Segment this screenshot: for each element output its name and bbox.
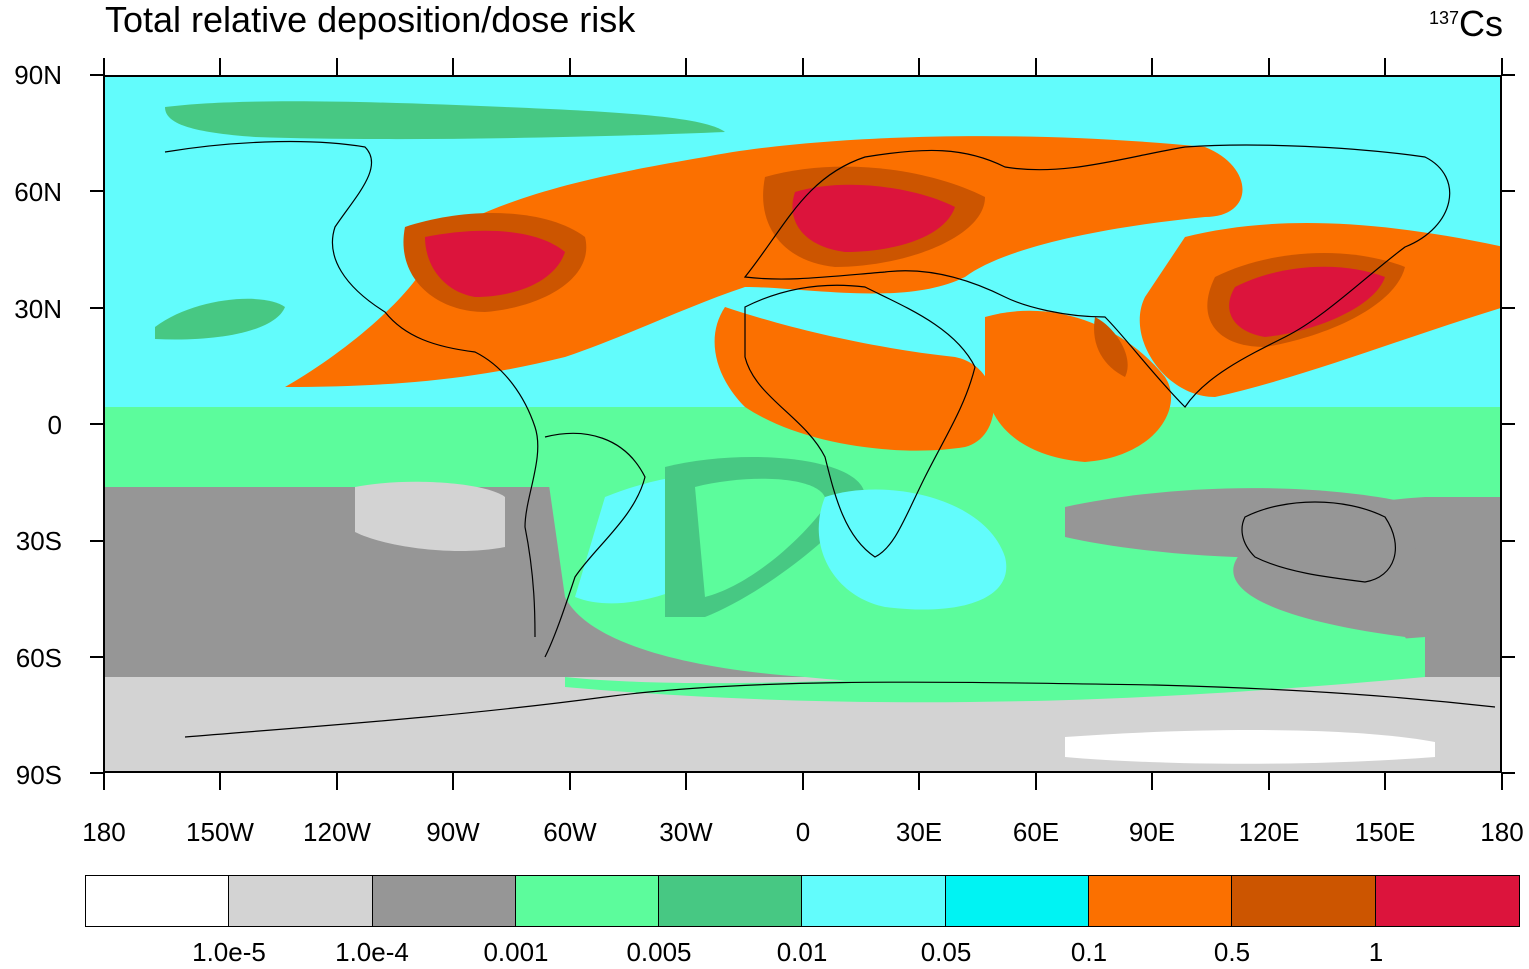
isotope-mass-number: 137 [1428, 8, 1459, 28]
lon-label-180w: 180 [82, 817, 126, 847]
map-title: Total relative deposition/dose risk [105, 0, 636, 40]
colorbar [85, 875, 1520, 927]
colorbar-bin-6 [945, 876, 1090, 926]
americas-coastline [164, 140, 539, 638]
arctic-green [165, 101, 725, 140]
lon-label-120e: 120E [1238, 817, 1300, 847]
lon-label-90w: 90W [426, 817, 480, 847]
deposition-field [105, 77, 1500, 771]
southern-belt-green [565, 637, 1425, 703]
lat-label-eq: 0 [47, 410, 62, 440]
india-brown [1094, 317, 1128, 377]
lon-label-0: 0 [795, 817, 811, 847]
lon-label-150e: 150E [1354, 817, 1416, 847]
lon-label-120w: 120W [303, 817, 371, 847]
europe-crimson [792, 184, 955, 252]
lat-label-60s: 60S [15, 643, 62, 673]
south-america-coastline [544, 432, 646, 658]
antarctic-white [1065, 730, 1435, 764]
deposition-map [103, 75, 1502, 773]
south-indian-cyan [818, 489, 1007, 610]
africa-coastline [744, 284, 976, 558]
colorbar-bin-1 [229, 876, 373, 926]
lon-label-60e: 60E [1012, 817, 1060, 847]
colorbar-label-0.01: 0.01 [776, 937, 828, 967]
isotope-label: 137Cs [1429, 4, 1503, 44]
east-asia-crimson [1229, 266, 1385, 337]
colorbar-label-1: 1 [1368, 937, 1384, 967]
lon-label-150w: 150W [186, 817, 254, 847]
lon-label-60w: 60W [543, 817, 597, 847]
north-america-crimson [425, 230, 565, 297]
south-indian-gray [1065, 488, 1425, 558]
colorbar-label-0.05: 0.05 [920, 937, 972, 967]
lat-label-60n: 60N [14, 177, 62, 207]
africa-orange [714, 307, 994, 451]
colorbar-bin-9 [1375, 876, 1519, 926]
colorbar-bin-2 [372, 876, 516, 926]
colorbar-label-0.005: 0.005 [626, 937, 692, 967]
colorbar-label-1e-4: 1.0e-4 [335, 937, 409, 967]
lon-label-180e: 180 [1480, 817, 1524, 847]
lat-label-30n: 30N [14, 294, 62, 324]
colorbar-label-0.001: 0.001 [483, 937, 549, 967]
colorbar-bin-8 [1232, 876, 1376, 926]
australia-coastline [1241, 501, 1396, 583]
colorbar-bin-7 [1089, 876, 1233, 926]
south-pacific-lightgray [355, 481, 505, 552]
north-pacific-green [155, 298, 285, 340]
isotope-symbol: Cs [1459, 3, 1503, 44]
colorbar-bin-0 [86, 876, 230, 926]
colorbar-label-0.1: 0.1 [1070, 937, 1108, 967]
lon-label-90e: 90E [1128, 817, 1176, 847]
eurasia-coastline [743, 144, 1451, 408]
colorbar-bin-5 [802, 876, 946, 926]
northern-orange-plume [285, 136, 1243, 387]
colorbar-bin-3 [515, 876, 660, 926]
colorbar-label-1e-5: 1.0e-5 [192, 937, 266, 967]
lat-label-30s: 30S [15, 526, 62, 556]
antarctica-coastline [184, 681, 1496, 738]
south-atlantic-ring-inner [695, 478, 826, 597]
colorbar-label-0.5: 0.5 [1213, 937, 1251, 967]
lon-label-30w: 30W [659, 817, 713, 847]
indian-ocean-orange [985, 310, 1172, 462]
lat-label-90n: 90N [14, 60, 62, 90]
lat-label-90s: 90S [15, 760, 62, 790]
colorbar-bin-4 [659, 876, 803, 926]
lon-label-30e: 30E [895, 817, 943, 847]
